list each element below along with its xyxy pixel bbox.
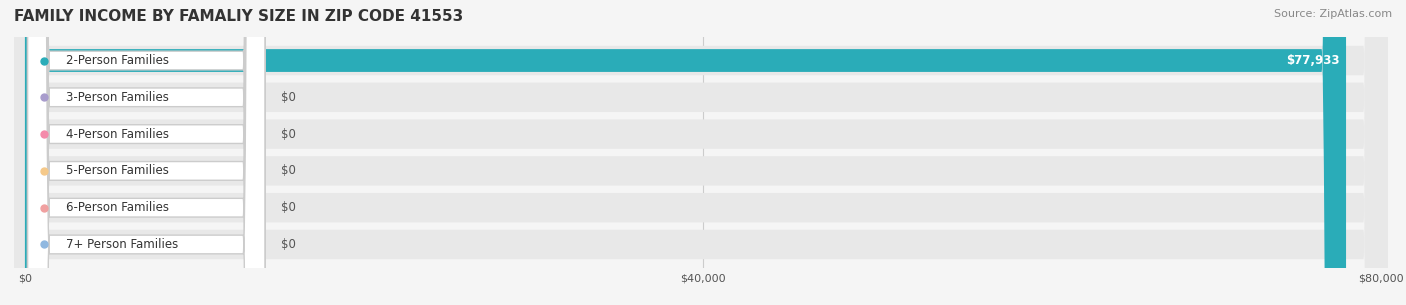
Text: 3-Person Families: 3-Person Families [66, 91, 169, 104]
Text: 2-Person Families: 2-Person Families [66, 54, 169, 67]
FancyBboxPatch shape [11, 0, 1388, 305]
FancyBboxPatch shape [28, 0, 264, 305]
Text: 7+ Person Families: 7+ Person Families [66, 238, 177, 251]
FancyBboxPatch shape [28, 0, 264, 305]
FancyBboxPatch shape [11, 0, 1388, 305]
Text: $0: $0 [281, 201, 297, 214]
FancyBboxPatch shape [11, 0, 1388, 305]
Text: 6-Person Families: 6-Person Families [66, 201, 169, 214]
FancyBboxPatch shape [11, 0, 1388, 305]
FancyBboxPatch shape [28, 0, 264, 305]
FancyBboxPatch shape [28, 0, 264, 305]
Text: $0: $0 [281, 127, 297, 141]
Text: $0: $0 [281, 164, 297, 178]
Text: 4-Person Families: 4-Person Families [66, 127, 169, 141]
Text: $77,933: $77,933 [1285, 54, 1340, 67]
FancyBboxPatch shape [28, 0, 264, 305]
FancyBboxPatch shape [11, 0, 1388, 305]
Text: $0: $0 [281, 91, 297, 104]
Text: $0: $0 [281, 238, 297, 251]
FancyBboxPatch shape [28, 0, 264, 305]
Text: FAMILY INCOME BY FAMALIY SIZE IN ZIP CODE 41553: FAMILY INCOME BY FAMALIY SIZE IN ZIP COD… [14, 9, 464, 24]
Text: Source: ZipAtlas.com: Source: ZipAtlas.com [1274, 9, 1392, 19]
FancyBboxPatch shape [25, 0, 1346, 305]
FancyBboxPatch shape [11, 0, 1388, 305]
Text: 5-Person Families: 5-Person Families [66, 164, 169, 178]
